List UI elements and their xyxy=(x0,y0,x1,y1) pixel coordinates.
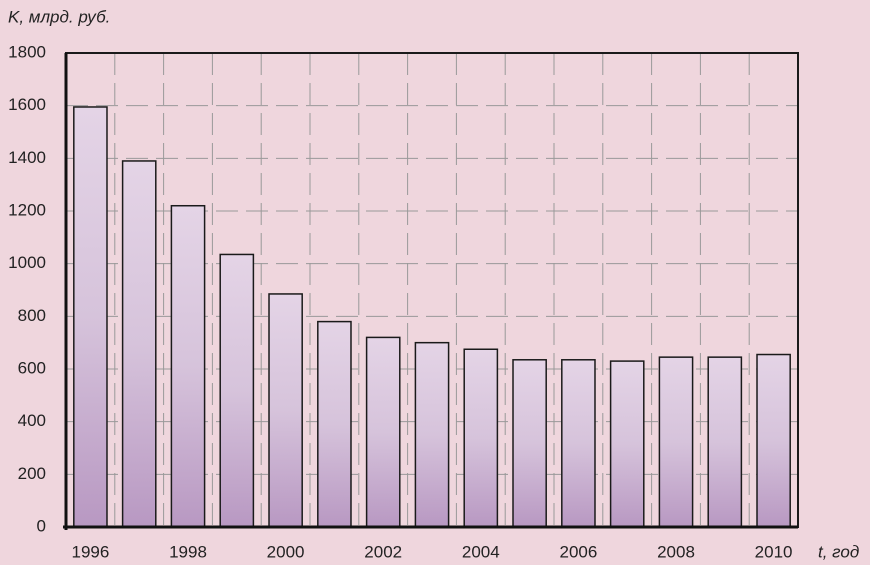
bar xyxy=(73,106,108,528)
x-tick-label: 2000 xyxy=(267,542,305,561)
bar xyxy=(707,356,743,528)
y-tick-label: 600 xyxy=(18,358,46,377)
y-tick-label: 200 xyxy=(18,464,46,483)
x-axis-label: t, год xyxy=(818,542,859,561)
x-tick-label: 2004 xyxy=(462,542,500,561)
y-tick-label: 1800 xyxy=(8,42,46,61)
y-tick-label: 400 xyxy=(18,411,46,430)
bar xyxy=(414,341,450,528)
x-tick-label: 2008 xyxy=(657,542,695,561)
bar xyxy=(268,293,303,528)
y-tick-label: 1400 xyxy=(8,148,46,167)
bar xyxy=(121,160,157,528)
bar xyxy=(463,348,499,528)
x-tick-label: 2010 xyxy=(755,542,793,561)
x-tick-label: 2002 xyxy=(364,542,402,561)
bar xyxy=(170,204,206,528)
bar xyxy=(756,353,791,528)
bar xyxy=(512,359,547,528)
x-tick-label: 2006 xyxy=(559,542,597,561)
bar xyxy=(365,336,401,528)
bar xyxy=(561,359,596,528)
bar xyxy=(658,356,694,528)
x-tick-label: 1996 xyxy=(71,542,109,561)
y-tick-label: 800 xyxy=(18,306,46,325)
y-tick-label: 1200 xyxy=(8,200,46,219)
y-axis-label: K, млрд. руб. xyxy=(8,7,110,26)
bar xyxy=(609,360,645,528)
y-tick-label: 1600 xyxy=(8,95,46,114)
x-tick-label: 1998 xyxy=(169,542,207,561)
bar xyxy=(219,253,255,528)
y-tick-label: 0 xyxy=(37,516,46,535)
y-tick-label: 1000 xyxy=(8,253,46,272)
bar xyxy=(317,320,352,528)
